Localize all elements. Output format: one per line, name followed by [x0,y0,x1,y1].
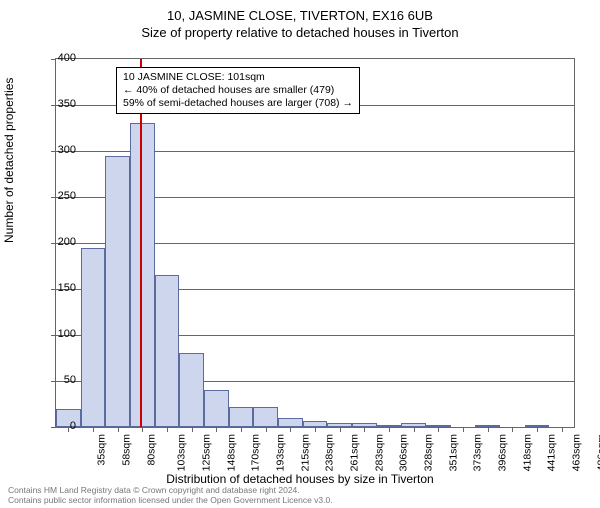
ytick-mark [51,243,56,244]
xtick-label: 148sqm [225,434,237,471]
x-axis-label: Distribution of detached houses by size … [0,472,600,486]
xtick-mark [340,427,341,432]
xtick-mark [266,427,267,432]
xtick-label: 193sqm [274,434,286,471]
xtick-label: 103sqm [176,434,188,471]
xtick-label: 463sqm [570,434,582,471]
ytick-label: 0 [70,420,76,432]
ytick-mark [51,427,56,428]
histogram-bar [204,390,229,427]
xtick-mark [389,427,390,432]
chart-plot-area: 10 JASMINE CLOSE: 101sqm← 40% of detache… [55,58,575,428]
xtick-label: 306sqm [398,434,410,471]
xtick-label: 283sqm [373,434,385,471]
ytick-mark [51,197,56,198]
ytick-mark [51,105,56,106]
ytick-mark [51,289,56,290]
annotation-box: 10 JASMINE CLOSE: 101sqm← 40% of detache… [116,67,360,114]
xtick-label: 396sqm [496,434,508,471]
xtick-label: 170sqm [250,434,262,471]
xtick-label: 441sqm [546,434,558,471]
histogram-bar [155,275,180,427]
ytick-label: 350 [58,98,76,110]
histogram-bar [253,407,278,427]
title-address: 10, JASMINE CLOSE, TIVERTON, EX16 6UB [0,8,600,23]
xtick-mark [537,427,538,432]
histogram-bar [229,407,254,427]
histogram-bar [130,123,155,427]
xtick-mark [93,427,94,432]
footer-attribution: Contains HM Land Registry data © Crown c… [8,486,333,506]
y-axis-label: Number of detached properties [2,78,16,243]
xtick-mark [562,427,563,432]
ytick-label: 150 [58,282,76,294]
histogram-bar [56,409,81,427]
xtick-mark [463,427,464,432]
xtick-mark [118,427,119,432]
xtick-mark [364,427,365,432]
xtick-label: 351sqm [447,434,459,471]
histogram-bar [105,156,130,427]
ytick-label: 50 [64,374,76,386]
ytick-label: 200 [58,236,76,248]
annotation-line: ← 40% of detached houses are smaller (47… [123,84,353,97]
annotation-line: 10 JASMINE CLOSE: 101sqm [123,71,353,84]
xtick-label: 215sqm [299,434,311,471]
xtick-mark [192,427,193,432]
xtick-mark [512,427,513,432]
xtick-mark [241,427,242,432]
xtick-label: 238sqm [324,434,336,471]
ytick-mark [51,381,56,382]
ytick-mark [51,335,56,336]
xtick-label: 373sqm [472,434,484,471]
xtick-label: 35sqm [96,434,108,466]
ytick-label: 100 [58,328,76,340]
ytick-mark [51,151,56,152]
xtick-label: 80sqm [145,434,157,466]
ytick-label: 250 [58,190,76,202]
xtick-label: 125sqm [200,434,212,471]
xtick-label: 58sqm [121,434,133,466]
xtick-label: 328sqm [422,434,434,471]
xtick-mark [488,427,489,432]
xtick-mark [142,427,143,432]
xtick-label: 418sqm [521,434,533,471]
ytick-label: 300 [58,144,76,156]
footer-line2: Contains public sector information licen… [8,496,333,506]
xtick-mark [438,427,439,432]
histogram-bar [179,353,204,427]
xtick-label: 261sqm [348,434,360,471]
xtick-mark [216,427,217,432]
title-subtitle: Size of property relative to detached ho… [0,25,600,40]
xtick-mark [290,427,291,432]
xtick-mark [167,427,168,432]
ytick-mark [51,59,56,60]
histogram-bar [278,418,303,427]
ytick-label: 400 [58,52,76,64]
xtick-mark [315,427,316,432]
annotation-line: 59% of semi-detached houses are larger (… [123,97,353,110]
xtick-label: 486sqm [595,434,600,471]
histogram-bar [81,248,106,427]
xtick-mark [414,427,415,432]
